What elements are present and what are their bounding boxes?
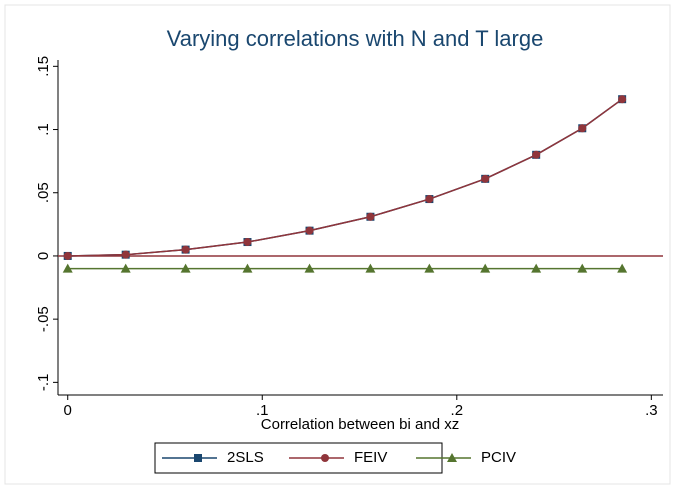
marker bbox=[242, 263, 253, 273]
x-tick-label: .1 bbox=[256, 402, 269, 419]
marker bbox=[617, 263, 628, 273]
marker bbox=[304, 263, 315, 273]
marker bbox=[424, 263, 435, 273]
marker bbox=[180, 263, 191, 273]
y-tick-label: .15 bbox=[35, 56, 52, 77]
y-tick-label: -.05 bbox=[35, 306, 52, 332]
marker bbox=[181, 245, 190, 254]
legend-label: 2SLS bbox=[227, 449, 264, 466]
marker bbox=[577, 263, 588, 273]
legend-marker bbox=[194, 454, 202, 462]
chart-title: Varying correlations with N and T large bbox=[167, 26, 544, 51]
legend-marker bbox=[321, 454, 329, 462]
legend-label: FEIV bbox=[354, 449, 387, 466]
marker bbox=[481, 174, 490, 183]
marker bbox=[365, 263, 376, 273]
y-tick-label: .05 bbox=[35, 182, 52, 203]
marker bbox=[243, 238, 252, 247]
marker bbox=[63, 251, 72, 260]
marker bbox=[480, 263, 491, 273]
marker bbox=[120, 263, 131, 273]
legend-label: PCIV bbox=[481, 449, 516, 466]
x-axis-title: Correlation between bi and xz bbox=[261, 416, 459, 433]
marker bbox=[425, 195, 434, 204]
marker bbox=[305, 226, 314, 235]
y-tick-label: -.1 bbox=[35, 374, 52, 392]
y-tick-label: .1 bbox=[35, 123, 52, 136]
legend-marker bbox=[447, 453, 457, 462]
marker bbox=[532, 150, 541, 159]
x-tick-label: .2 bbox=[451, 402, 464, 419]
marker bbox=[531, 263, 542, 273]
marker bbox=[618, 95, 627, 104]
frame bbox=[4, 4, 671, 485]
x-tick-label: .3 bbox=[645, 402, 658, 419]
x-tick-label: 0 bbox=[64, 402, 72, 419]
marker bbox=[121, 250, 130, 259]
marker bbox=[578, 124, 587, 133]
y-tick-label: 0 bbox=[35, 252, 52, 260]
marker bbox=[62, 263, 73, 273]
marker bbox=[366, 212, 375, 221]
